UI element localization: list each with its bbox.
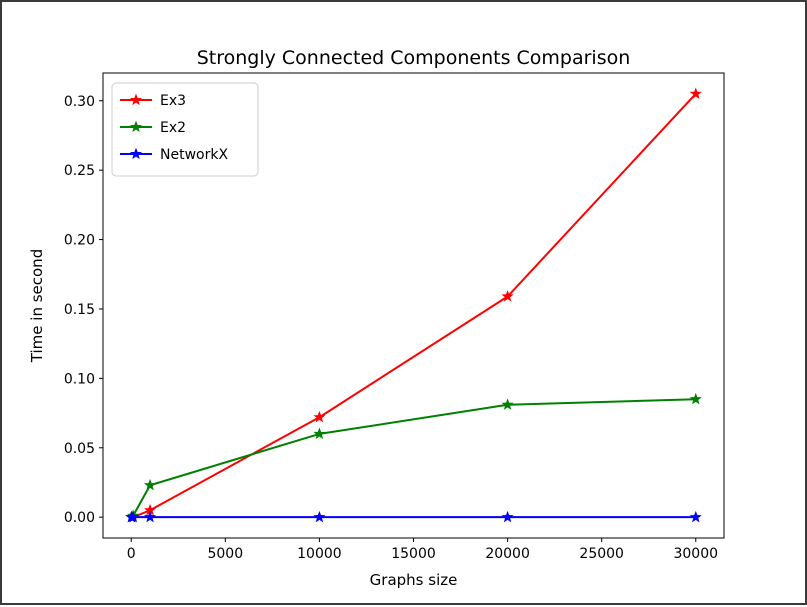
legend-label-networkx: NetworkX xyxy=(160,147,228,163)
x-axis-ticks: 0 5000 10000 15000 20000 25000 30000 xyxy=(127,538,718,562)
legend-label-ex2: Ex2 xyxy=(160,120,186,136)
y-tick-label: 0.10 xyxy=(64,371,95,387)
legend-marker-ex3 xyxy=(129,93,143,106)
y-tick-label: 0.25 xyxy=(64,163,95,179)
x-tick-label: 25000 xyxy=(579,546,624,562)
data-point-networkx xyxy=(143,510,157,523)
y-axis-ticks: 0.00 0.05 0.10 0.15 0.20 0.25 0.30 xyxy=(64,94,103,526)
x-tick-label: 20000 xyxy=(485,546,530,562)
data-point-networkx xyxy=(501,510,514,523)
y-tick-label: 0.30 xyxy=(64,94,95,110)
x-tick-label: 15000 xyxy=(391,546,436,562)
y-tick-label: 0.20 xyxy=(64,233,95,249)
data-point-ex2 xyxy=(313,427,326,440)
data-point-ex3 xyxy=(689,87,702,99)
y-tick-label: 0.05 xyxy=(64,441,95,457)
x-axis-label: Graphs size xyxy=(370,571,458,589)
x-tick-label: 0 xyxy=(127,546,136,562)
legend-marker-networkx xyxy=(129,147,143,160)
x-tick-label: 30000 xyxy=(673,546,718,562)
series-layer xyxy=(125,87,702,523)
data-point-ex2 xyxy=(689,392,702,405)
chart-title: Strongly Connected Components Comparison xyxy=(197,47,631,69)
data-point-ex2 xyxy=(143,478,157,491)
legend-label-ex3: Ex3 xyxy=(160,93,186,109)
data-point-networkx xyxy=(127,510,140,523)
y-axis-label: Time in second xyxy=(28,249,46,363)
data-point-ex3 xyxy=(313,410,326,423)
legend: Ex3 Ex2 NetworkX xyxy=(111,82,259,177)
legend-marker-ex2 xyxy=(129,120,143,133)
data-point-networkx xyxy=(689,510,702,523)
legend-box xyxy=(111,82,259,177)
data-point-ex2 xyxy=(501,398,514,410)
y-tick-label: 0.15 xyxy=(64,302,95,318)
x-tick-label: 10000 xyxy=(297,546,342,562)
x-tick-label: 5000 xyxy=(207,546,243,562)
data-point-ex3 xyxy=(501,290,514,302)
data-point-networkx xyxy=(313,510,326,523)
y-tick-label: 0.00 xyxy=(64,510,95,526)
